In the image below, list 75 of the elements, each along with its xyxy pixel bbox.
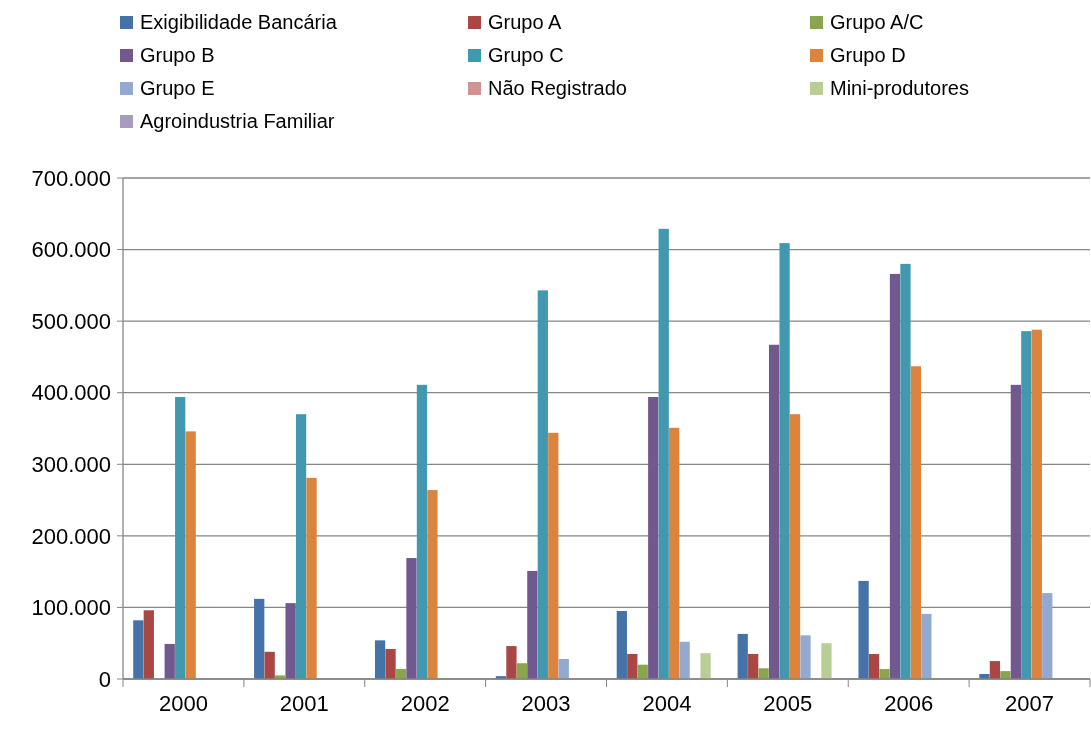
bar bbox=[858, 580, 869, 679]
bar bbox=[1021, 331, 1032, 679]
bar bbox=[700, 653, 711, 679]
bar bbox=[306, 477, 317, 679]
legend-label: Grupo B bbox=[140, 44, 215, 66]
bar bbox=[627, 653, 638, 679]
bar bbox=[175, 397, 186, 679]
bar bbox=[416, 384, 428, 679]
bar bbox=[737, 633, 748, 679]
bar bbox=[679, 641, 690, 679]
bar bbox=[374, 640, 386, 679]
bar bbox=[295, 414, 307, 679]
bar bbox=[789, 414, 801, 679]
x-tick-label: 2001 bbox=[279, 691, 329, 716]
bar bbox=[658, 228, 669, 679]
bar bbox=[537, 290, 548, 679]
bar bbox=[768, 344, 780, 679]
bar bbox=[879, 668, 890, 679]
bar bbox=[516, 663, 528, 679]
bar bbox=[648, 397, 659, 679]
bar bbox=[506, 646, 517, 679]
bar bbox=[1042, 593, 1053, 679]
bar bbox=[900, 263, 911, 679]
legend-label: Não Registrado bbox=[488, 77, 627, 99]
bar bbox=[285, 603, 296, 679]
bar bbox=[527, 570, 538, 679]
y-tick-label: 700.000 bbox=[31, 165, 111, 191]
bar bbox=[264, 651, 275, 679]
legend-label: Agroindustria Familiar bbox=[140, 110, 335, 132]
bar bbox=[1010, 384, 1021, 679]
legend-label: Grupo E bbox=[140, 77, 215, 99]
bar bbox=[821, 643, 832, 679]
bar bbox=[758, 668, 769, 679]
bar bbox=[406, 558, 417, 679]
bar bbox=[868, 653, 880, 679]
bar bbox=[921, 613, 932, 679]
y-tick-label: 0 bbox=[98, 666, 111, 692]
bar bbox=[558, 658, 569, 679]
y-tick-label: 600.000 bbox=[31, 237, 111, 263]
bar bbox=[427, 490, 438, 679]
bar bbox=[779, 243, 790, 679]
legend-label: Grupo D bbox=[830, 44, 906, 66]
bar bbox=[385, 648, 396, 679]
bar bbox=[889, 273, 901, 679]
bar bbox=[254, 598, 265, 679]
legend-label: Grupo A/C bbox=[830, 11, 924, 33]
legend-label: Grupo C bbox=[488, 44, 564, 66]
x-tick-label: 2005 bbox=[763, 691, 813, 716]
x-tick-label: 2000 bbox=[158, 691, 208, 716]
bar bbox=[616, 611, 627, 679]
y-tick-label: 200.000 bbox=[31, 523, 111, 549]
y-tick-label: 100.000 bbox=[31, 595, 111, 621]
bar bbox=[133, 620, 144, 679]
x-tick-label: 2004 bbox=[642, 691, 692, 716]
bar bbox=[1031, 329, 1042, 679]
x-tick-label: 2007 bbox=[1005, 691, 1055, 716]
y-tick-label: 300.000 bbox=[31, 451, 111, 477]
y-tick-label: 400.000 bbox=[31, 380, 111, 406]
bar bbox=[800, 635, 811, 679]
bar bbox=[164, 643, 175, 679]
legend-label: Exigibilidade Bancária bbox=[140, 11, 338, 33]
bar bbox=[185, 431, 196, 679]
bar bbox=[143, 610, 154, 679]
x-tick-label: 2003 bbox=[521, 691, 571, 716]
bar bbox=[1000, 671, 1011, 679]
bar bbox=[910, 366, 922, 679]
bar bbox=[989, 661, 1001, 679]
x-tick-label: 2006 bbox=[884, 691, 934, 716]
legend-label: Grupo A bbox=[488, 11, 563, 33]
bar bbox=[748, 653, 759, 679]
bar bbox=[669, 427, 680, 679]
x-tick-label: 2002 bbox=[400, 691, 450, 716]
legend-label: Mini-produtores bbox=[830, 77, 969, 99]
y-tick-label: 500.000 bbox=[31, 308, 111, 334]
bar bbox=[548, 432, 559, 679]
